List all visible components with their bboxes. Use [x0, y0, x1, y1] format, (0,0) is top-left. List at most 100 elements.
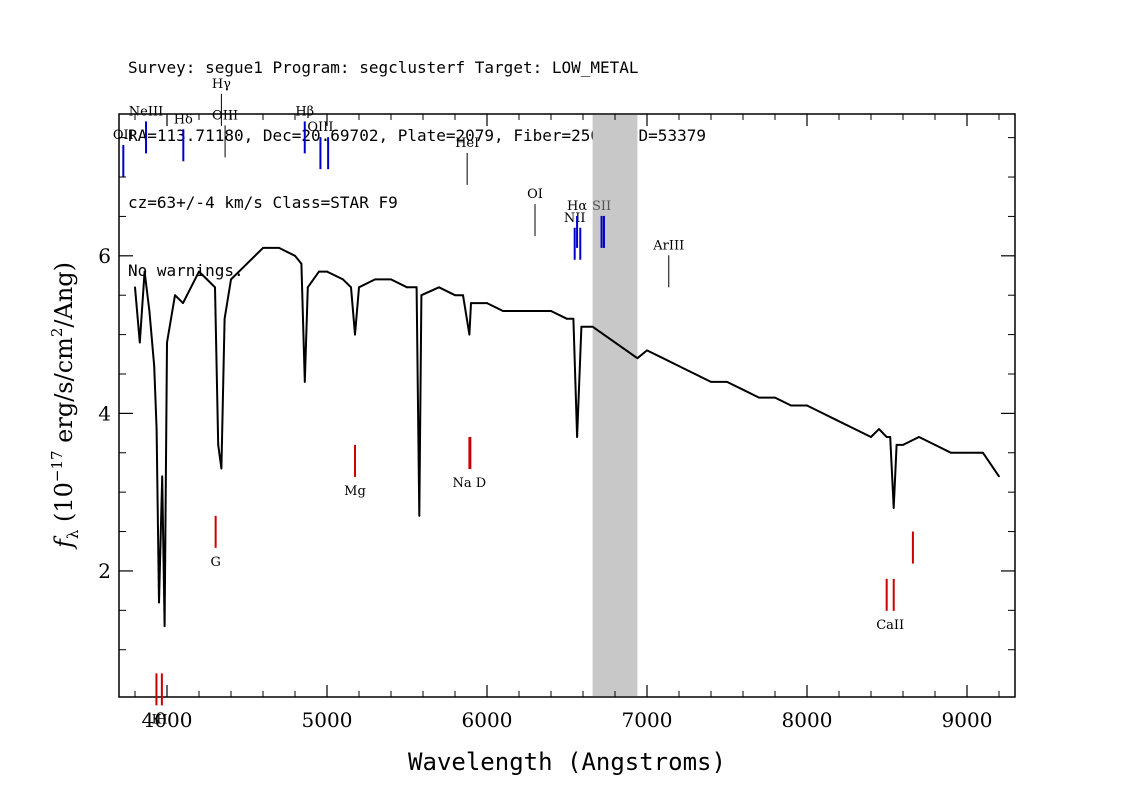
spectrum-header: Survey: segue1 Program: segclusterf Targ… — [128, 12, 706, 305]
spectrum-point — [534, 310, 536, 312]
spectrum-point — [918, 436, 920, 438]
spectrum-point — [895, 443, 898, 446]
spectrum-point — [694, 373, 696, 375]
spectrum-point — [572, 317, 575, 320]
spectrum-point — [326, 270, 328, 273]
y-tick-label: 4 — [98, 401, 111, 425]
spectrum-point — [143, 270, 146, 273]
spectrum-point — [354, 333, 356, 336]
x-tick-label: 7000 — [622, 708, 673, 732]
absorption-line-label: Na D — [453, 476, 487, 491]
spectrum-point — [806, 404, 808, 407]
spectrum-point — [342, 278, 344, 281]
spectrum-point — [454, 294, 456, 297]
spectrum-point — [878, 428, 880, 431]
spectrum-point — [566, 317, 568, 320]
spectrum-point — [155, 428, 158, 431]
spectrum-point — [822, 412, 824, 415]
spectrum-point — [580, 325, 583, 328]
spectrum-point — [678, 365, 680, 368]
spectrum-point — [438, 286, 440, 289]
spectrum-point — [220, 467, 223, 470]
x-axis-label: Wavelength (Angstroms) — [408, 748, 726, 776]
spectrum-point — [306, 286, 309, 289]
x-tick-label: 9000 — [942, 708, 993, 732]
y-tick-label: 6 — [98, 244, 111, 268]
spectrum-point — [470, 302, 472, 304]
spectrum-point — [198, 270, 200, 273]
spectrum-point — [230, 278, 232, 281]
spectrum-point — [902, 443, 904, 446]
header-warnings-line: No warnings. — [128, 260, 244, 280]
absorption-line-label: CaII — [876, 618, 904, 633]
emission-line-label: OII — [113, 128, 134, 143]
spectrum-point — [158, 601, 160, 604]
emission-line-label: Hβ — [295, 104, 314, 119]
spectrum-point — [190, 286, 192, 289]
spectrum-point — [153, 365, 156, 368]
y-axis-label: fλ (10−17 erg/s/cm2/Ang) — [48, 262, 82, 550]
spectrum-point — [134, 286, 136, 289]
spectrum-point — [726, 380, 728, 383]
spectrum-point — [758, 396, 760, 399]
spectrum-point — [300, 262, 303, 265]
spectrum-point — [885, 436, 888, 438]
spectrum-point — [374, 278, 376, 281]
spectrum-point — [742, 388, 744, 391]
spectrum-point — [468, 333, 471, 336]
spectrum-point — [774, 396, 776, 399]
spectrum-point — [415, 286, 418, 289]
header-redshift-line: cz=63+/-4 km/s Class=STAR F9 — [128, 193, 398, 212]
header-coordinates-line: RA=113.71180, Dec=20.69702, Plate=2079, … — [128, 125, 706, 145]
spectrum-point — [217, 443, 220, 446]
spectrum-point — [182, 302, 184, 304]
spectrum-point — [350, 286, 352, 289]
x-tick-label: 6000 — [462, 708, 513, 732]
emission-line-label: NII — [564, 211, 586, 226]
spectrum-point — [982, 451, 984, 454]
spectrum-point — [502, 310, 504, 312]
spectrum-point — [418, 514, 421, 517]
header-survey-line: Survey: segue1 Program: segclusterf Targ… — [128, 58, 639, 77]
spectrum-point — [166, 341, 168, 344]
plot-frame — [118, 113, 1016, 698]
spectrum-point — [174, 294, 176, 297]
spectrum-point — [550, 310, 552, 312]
spectrum-point — [486, 302, 488, 304]
spectrum-point — [206, 278, 208, 281]
spectrum-point — [148, 310, 151, 312]
spectrum-point — [138, 341, 141, 344]
spectrum-point — [889, 436, 892, 438]
spectrum-series-line — [134, 246, 1000, 628]
spectrum-point — [636, 357, 639, 360]
spectrum-point — [710, 380, 712, 383]
emission-line-label: OIII — [212, 108, 238, 123]
absorption-line-label: K — [152, 712, 162, 727]
emission-line-label: OI — [527, 187, 543, 202]
absorption-line-label: H — [156, 712, 167, 727]
absorption-line-label: Mg — [344, 484, 366, 499]
spectrum-point — [591, 325, 594, 328]
spectrum-point — [161, 475, 164, 478]
y-tick-label: 2 — [98, 559, 111, 583]
emission-line-label: Hγ — [212, 77, 231, 92]
spectrum-point — [462, 294, 464, 297]
spectrum-point — [934, 443, 936, 446]
spectrum-point — [246, 262, 248, 265]
spectrum-point — [420, 294, 423, 297]
spectrum-point — [163, 625, 166, 627]
spectrum-point — [518, 310, 520, 312]
spectrum-point — [303, 380, 306, 383]
spectrum-point — [223, 317, 226, 320]
spectrum-point — [870, 436, 872, 438]
absorption-line-label: G — [210, 555, 220, 570]
x-tick-label: 8000 — [782, 708, 833, 732]
emission-line-label: NeIII — [129, 104, 163, 119]
spectrum-point — [576, 436, 578, 438]
spectrum-point — [390, 278, 392, 281]
spectrum-point — [950, 451, 952, 454]
emission-line-label: Hδ — [174, 112, 193, 127]
emission-line-label: HeI — [455, 136, 479, 151]
spectrum-point — [892, 507, 895, 509]
